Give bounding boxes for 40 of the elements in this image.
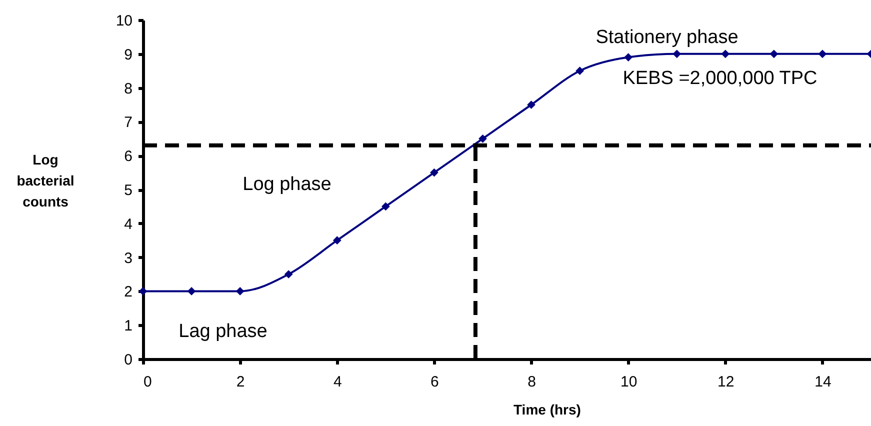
point <box>478 134 487 143</box>
x-axis-title: Time (hrs) <box>514 402 581 418</box>
point <box>332 236 342 245</box>
y-tick-label: 3 <box>124 250 132 267</box>
y-tick-label: 2 <box>124 284 132 301</box>
point <box>381 202 390 211</box>
y-tick-label: 1 <box>124 318 132 335</box>
y-tick-label: 0 <box>124 352 132 368</box>
point <box>770 50 778 58</box>
y-axis-title: Log bacterial counts <box>16 152 74 210</box>
x-tick-label: 12 <box>718 374 734 390</box>
point <box>818 50 827 58</box>
x-tick-label: 0 <box>144 374 152 390</box>
x-tick-label: 6 <box>430 374 439 390</box>
x-tick-label: 4 <box>333 374 342 390</box>
annotation: Stationery phase <box>596 27 738 48</box>
point <box>187 287 196 296</box>
point <box>576 66 584 76</box>
point <box>430 168 438 177</box>
annotation: Log phase <box>242 174 332 195</box>
y-tick-label: 9 <box>124 46 132 64</box>
point <box>527 100 536 109</box>
point <box>624 53 633 62</box>
point <box>721 50 730 58</box>
y-tick-label: 10 <box>116 12 132 30</box>
point <box>284 270 293 278</box>
y-tick-label: 5 <box>124 182 132 199</box>
y-tick-label: 7 <box>124 114 132 132</box>
point <box>672 50 682 58</box>
y-tick-label: 6 <box>124 148 132 166</box>
annotation: KEBS =2,000,000 TPC <box>622 68 818 89</box>
point <box>236 287 244 296</box>
y-tick-label: 8 <box>124 80 132 98</box>
x-tick-label: 10 <box>620 374 638 390</box>
x-tick-label: 8 <box>528 374 536 390</box>
x-tick-label: 2 <box>236 374 245 390</box>
y-tick-label: 4 <box>124 216 132 233</box>
annotation: Lag phase <box>178 321 268 342</box>
point <box>138 287 148 296</box>
x-tick-label: 14 <box>814 374 832 390</box>
